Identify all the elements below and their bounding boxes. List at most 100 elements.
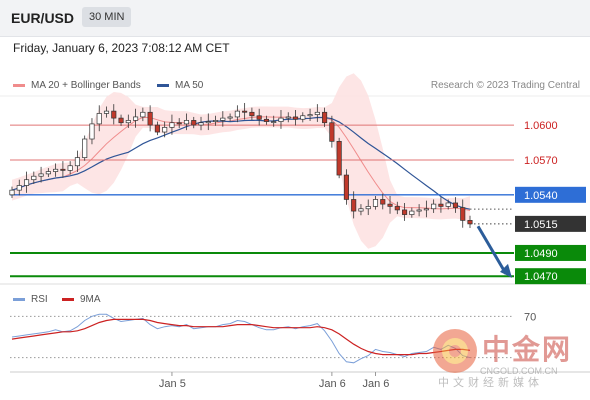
candle bbox=[125, 120, 131, 124]
candle bbox=[271, 121, 277, 123]
resistance-label: 1.0570 bbox=[524, 155, 558, 167]
candle bbox=[394, 206, 400, 211]
rsi-label: RSI bbox=[31, 294, 48, 305]
candle bbox=[60, 168, 66, 171]
watermark-cn: 中金网 bbox=[482, 334, 573, 365]
candle bbox=[460, 207, 466, 221]
candle bbox=[256, 115, 262, 120]
candle bbox=[409, 210, 415, 215]
ma50-swatch bbox=[157, 84, 169, 87]
candle bbox=[198, 122, 204, 126]
watermark: 中金网 CNGOLD.COM.CN 中文财经新媒体 bbox=[432, 328, 582, 389]
candle bbox=[285, 116, 291, 119]
rsi-line bbox=[11, 313, 471, 364]
symbol-label: EUR/USD bbox=[11, 10, 75, 26]
ma20-line bbox=[11, 116, 471, 211]
candle bbox=[82, 138, 88, 158]
candle bbox=[314, 111, 320, 115]
timeframe-button[interactable]: 30 MIN bbox=[82, 7, 132, 27]
candle bbox=[16, 185, 22, 191]
resistance-label: 1.0600 bbox=[524, 120, 558, 132]
candle bbox=[358, 208, 364, 212]
candle bbox=[67, 165, 73, 171]
candle bbox=[74, 157, 80, 167]
candle bbox=[183, 120, 190, 125]
candle bbox=[329, 122, 335, 142]
rsi-70-label: 70 bbox=[524, 311, 536, 323]
header-bar: EUR/USD 30 MIN bbox=[0, 0, 590, 37]
candle bbox=[147, 111, 153, 126]
support-tag bbox=[515, 244, 586, 261]
candle bbox=[278, 117, 284, 122]
candle bbox=[372, 199, 379, 207]
candle bbox=[351, 199, 357, 212]
candle bbox=[162, 127, 168, 133]
candle bbox=[292, 116, 299, 120]
candle bbox=[176, 122, 182, 125]
candle bbox=[431, 203, 437, 210]
rsi-ma-line bbox=[11, 318, 471, 356]
candle bbox=[365, 206, 371, 210]
bollinger-bands bbox=[12, 73, 470, 249]
ma20-label: MA 20 + Bollinger Bands bbox=[31, 80, 141, 91]
x-tick-label: Jan 6 bbox=[362, 378, 389, 390]
candle bbox=[191, 120, 197, 126]
candle bbox=[220, 117, 226, 121]
candle bbox=[300, 115, 306, 120]
legend-rsi: RSI bbox=[13, 294, 48, 305]
candle bbox=[263, 118, 269, 122]
x-tick-label: Jan 6 bbox=[319, 378, 346, 390]
candle bbox=[38, 173, 44, 177]
candle bbox=[133, 116, 139, 121]
candle bbox=[242, 110, 248, 113]
credit-text: Research © 2023 Trading Central bbox=[430, 80, 580, 91]
support-tag bbox=[515, 268, 586, 285]
candle bbox=[452, 202, 459, 208]
watermark-sub: 中文财经新媒体 bbox=[438, 377, 543, 389]
watermark-logo-icon bbox=[433, 329, 477, 373]
candle bbox=[336, 140, 342, 176]
legend-ma50: MA 50 bbox=[157, 80, 203, 91]
candle bbox=[322, 111, 328, 124]
candle bbox=[103, 110, 110, 114]
candle bbox=[118, 117, 124, 124]
candle bbox=[96, 113, 102, 125]
candle bbox=[169, 122, 175, 128]
watermark-url: CNGOLD.COM.CN bbox=[480, 366, 558, 376]
datetime-label: Friday, January 6, 2023 7:08:12 AM CET bbox=[13, 41, 230, 55]
candle bbox=[343, 174, 349, 200]
candle bbox=[402, 209, 408, 215]
candle bbox=[154, 124, 160, 133]
ma50-label: MA 50 bbox=[175, 80, 204, 91]
candle bbox=[416, 209, 422, 212]
candle bbox=[467, 220, 473, 225]
candle bbox=[9, 189, 15, 196]
forecast-arrowhead bbox=[500, 263, 512, 278]
legend-ma20: MA 20 + Bollinger Bands bbox=[13, 80, 141, 91]
rsi-swatch bbox=[13, 298, 25, 301]
candle bbox=[307, 114, 313, 117]
candle bbox=[45, 171, 51, 175]
candle bbox=[140, 111, 146, 118]
forecast-arrow bbox=[476, 225, 508, 275]
current-price-label: 1.0515 bbox=[524, 219, 558, 231]
candle bbox=[89, 123, 95, 140]
candle bbox=[23, 179, 30, 186]
candle bbox=[31, 175, 37, 181]
support-label: 1.0470 bbox=[524, 271, 558, 283]
candle bbox=[387, 203, 393, 207]
legend-rsi-ma: 9MA bbox=[62, 294, 101, 305]
x-tick-label: Jan 5 bbox=[159, 378, 186, 390]
ma20-swatch bbox=[13, 84, 25, 87]
pivot-tag bbox=[515, 186, 586, 203]
candle bbox=[380, 199, 386, 205]
candle bbox=[234, 110, 240, 118]
rsi-ma-label: 9MA bbox=[80, 294, 101, 305]
candle bbox=[438, 203, 444, 207]
candle bbox=[111, 110, 117, 119]
rsi-ma-swatch bbox=[62, 298, 74, 301]
current-price-tag bbox=[515, 215, 586, 232]
ma50-line bbox=[11, 116, 471, 210]
pivot-label: 1.0540 bbox=[524, 190, 558, 202]
